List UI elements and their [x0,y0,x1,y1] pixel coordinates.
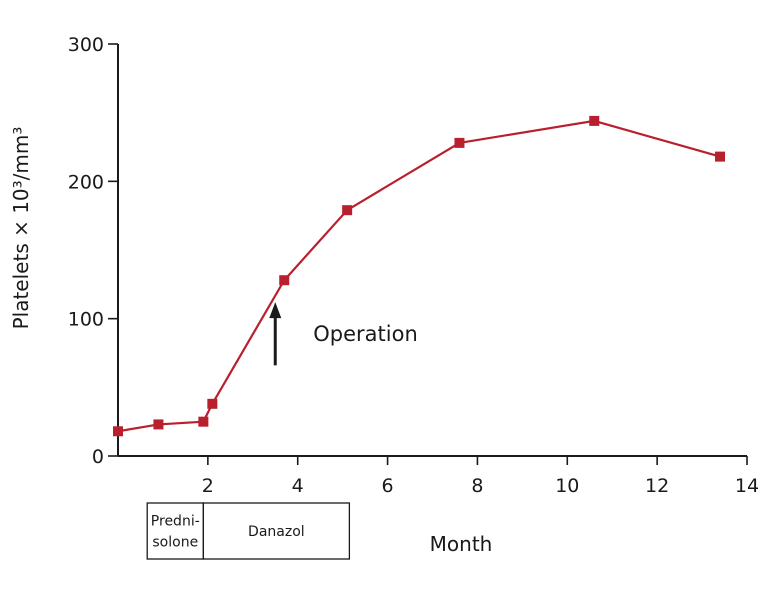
annotation-label: Operation [313,322,418,346]
x-tick-label: 8 [471,475,483,497]
y-ticks: 0 100 200 300 [68,34,118,468]
data-point [113,426,123,437]
data-point [198,416,209,427]
x-tick-label: 12 [645,475,669,497]
series [113,115,726,437]
data-point [153,419,164,430]
y-tick-label: 300 [68,34,104,56]
x-tick-label: 4 [292,475,304,497]
series-line [117,119,721,433]
treatment-label: solone [152,535,198,551]
treatment-box [202,502,351,560]
data-point [589,115,600,126]
treatment-label: Predni- [151,514,200,530]
axes [117,44,747,457]
treatment-boxes: Predni-solone Danazol [146,502,351,560]
y-tick-label: 0 [92,446,104,468]
x-tick-label: 14 [735,475,759,497]
y-tick-label: 200 [68,171,104,193]
data-point [342,205,353,216]
annotation-arrow-head [269,302,282,319]
x-tick-label: 10 [555,475,579,497]
data-point [207,398,218,409]
x-axis-title: Month [430,532,493,556]
data-point [279,275,290,286]
x-ticks: 2 4 6 8 10 12 14 [202,456,759,497]
data-point [715,151,726,162]
treatment-box [146,502,205,560]
y-axis-title: Platelets × 10³/mm³ [9,127,33,330]
x-tick-label: 2 [202,475,214,497]
data-point [454,137,465,148]
treatment-label: Danazol [248,524,305,540]
annotation: Operation [269,302,418,366]
x-tick-label: 6 [382,475,394,497]
y-tick-label: 100 [68,309,104,331]
